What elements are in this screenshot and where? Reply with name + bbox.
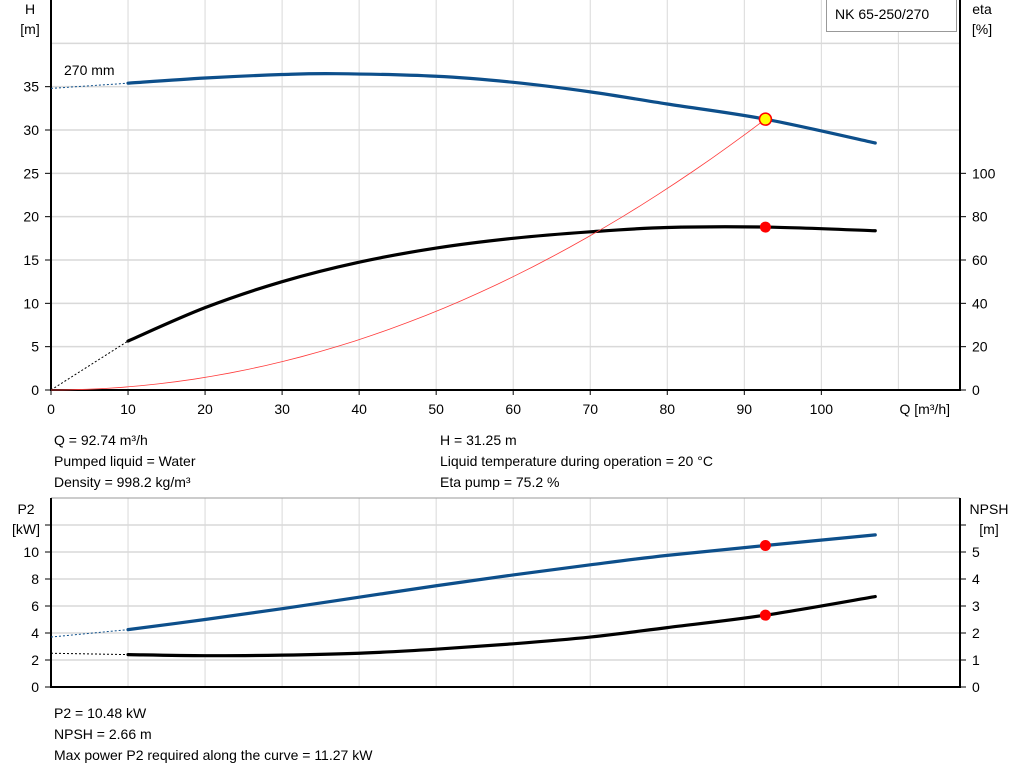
y-tick-label: 10 (23, 544, 39, 560)
x-tick-label: 30 (274, 401, 290, 417)
x-tick-label: 40 (351, 401, 367, 417)
x-tick-label: 60 (505, 401, 521, 417)
eta-curve-extrapolated (50, 340, 129, 391)
y-right-tick-label: 4 (972, 571, 980, 587)
info-top-left: Q = 92.74 m³/h Pumped liquid = Water Den… (54, 430, 196, 493)
y-tick-label: 20 (23, 209, 39, 225)
y-right-tick-label: 3 (972, 598, 980, 614)
y-tick-label: 6 (31, 598, 39, 614)
chart-panel-1 (45, 0, 966, 395)
y-tick-label: 30 (23, 122, 39, 138)
y-tick-label: 4 (31, 625, 39, 641)
y-tick-label: 8 (31, 571, 39, 587)
y-right-tick-label: 5 (972, 544, 980, 560)
npsh-value: NPSH = 2.66 m (54, 726, 152, 742)
x-tick-label: 90 (737, 401, 753, 417)
npsh-duty-point (759, 609, 771, 621)
y-right-tick-label: 60 (972, 252, 988, 268)
y-tick-label: 15 (23, 252, 39, 268)
y-axis-label: P2 (17, 501, 34, 517)
flow-value: Q = 92.74 m³/h (54, 432, 148, 448)
head-curve (126, 71, 877, 145)
y-axis-unit: [kW] (12, 521, 40, 537)
x-tick-label: 10 (120, 401, 136, 417)
curve-label: 270 mm (64, 62, 115, 78)
pumped-liquid: Pumped liquid = Water (54, 453, 196, 469)
y-tick-label: 0 (31, 382, 39, 398)
head-duty-point (758, 112, 773, 126)
eta-duty-point (759, 221, 771, 233)
p2-curve-extrapolated (50, 629, 129, 638)
npsh-curve-extrapolated (50, 652, 129, 656)
legend-label: NK 65-250/270 (835, 6, 930, 22)
chart-panel-2 (45, 497, 966, 688)
eta-value: Eta pump = 75.2 % (440, 474, 560, 490)
x-tick-label: 20 (197, 401, 213, 417)
y-right-tick-label: 2 (972, 625, 980, 641)
y-right-axis-unit: [%] (972, 21, 992, 37)
y-axis-unit: [m] (20, 21, 39, 37)
x-tick-label: 100 (810, 401, 834, 417)
density-value: Density = 998.2 kg/m³ (54, 474, 191, 490)
info-top-right: H = 31.25 m Liquid temperature during op… (440, 430, 713, 493)
y-right-tick-label: 0 (972, 679, 980, 695)
y-right-axis-unit: [m] (979, 521, 998, 537)
y-right-tick-label: 20 (972, 339, 988, 355)
y-axis-label: H (25, 1, 35, 17)
system-curve (50, 118, 766, 391)
head-curve-extrapolated (50, 82, 129, 89)
p2-value: P2 = 10.48 kW (54, 705, 147, 721)
head-value: H = 31.25 m (440, 432, 517, 448)
y-tick-label: 2 (31, 652, 39, 668)
x-axis-label: Q [m³/h] (899, 401, 950, 417)
x-tick-label: 70 (582, 401, 598, 417)
y-tick-label: 0 (31, 679, 39, 695)
liquid-temperature: Liquid temperature during operation = 20… (440, 453, 713, 469)
p2-duty-point (759, 540, 771, 552)
x-tick-label: 0 (47, 401, 55, 417)
y-right-axis-label: eta (972, 1, 992, 17)
info-bottom: P2 = 10.48 kW NPSH = 2.66 m Max power P2… (54, 703, 372, 766)
y-tick-label: 35 (23, 79, 39, 95)
x-tick-label: 50 (428, 401, 444, 417)
y-right-tick-label: 1 (972, 652, 980, 668)
y-right-axis-label: NPSH (970, 501, 1009, 517)
y-right-tick-label: 100 (972, 165, 996, 181)
y-right-tick-label: 80 (972, 209, 988, 225)
max-power-value: Max power P2 required along the curve = … (54, 747, 373, 763)
x-tick-label: 80 (659, 401, 675, 417)
npsh-curve (126, 594, 877, 658)
p2-curve (126, 533, 877, 632)
y-tick-label: 5 (31, 339, 39, 355)
eta-curve (126, 225, 877, 343)
y-tick-label: 10 (23, 295, 39, 311)
y-tick-label: 25 (23, 165, 39, 181)
legend-box: NK 65-250/270 (826, 0, 957, 32)
y-right-tick-label: 0 (972, 382, 980, 398)
y-right-tick-label: 40 (972, 295, 988, 311)
